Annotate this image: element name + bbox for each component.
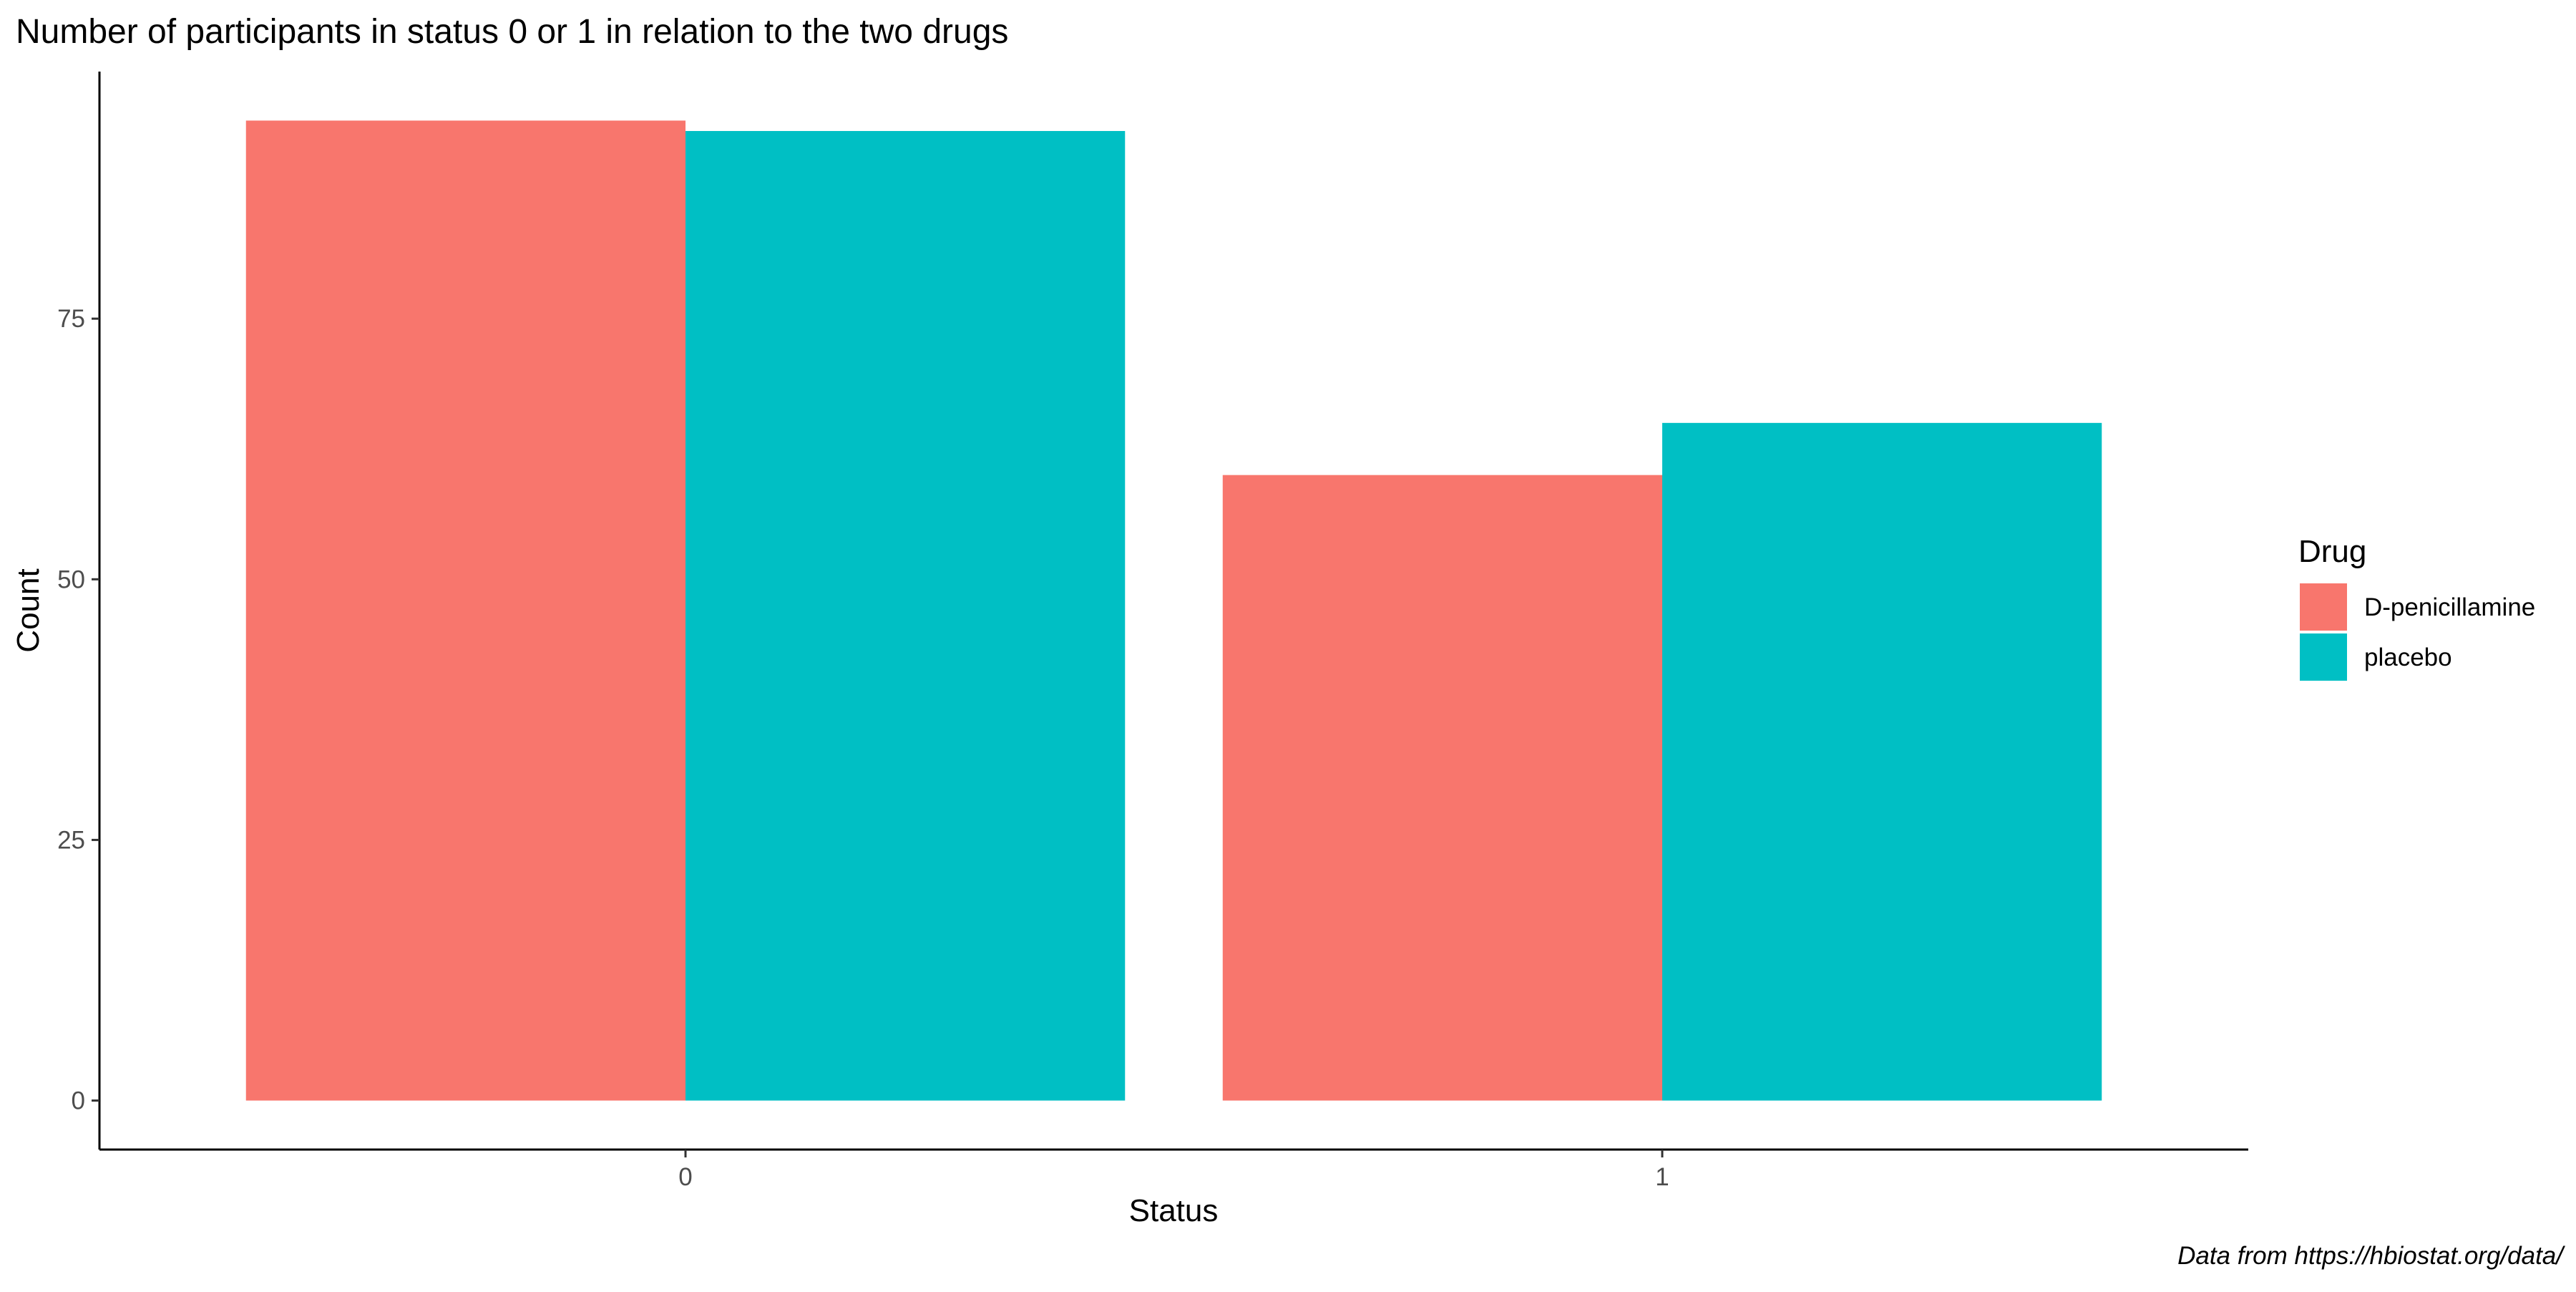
chart-title: Number of participants in status 0 or 1 … (16, 13, 1008, 51)
legend-key-placebo (2300, 633, 2347, 681)
y-tick-label: 75 (57, 305, 85, 333)
x-axis-title: Status (1129, 1193, 1219, 1228)
y-tick-label: 25 (57, 826, 85, 854)
y-ticks-layer: 0 25 50 75 (57, 305, 99, 1115)
bar-placebo-status-0 (686, 131, 1126, 1101)
bar-placebo-status-1 (1662, 422, 2102, 1101)
bar-d-penicillamine-status-0 (245, 120, 686, 1101)
legend-title: Drug (2298, 534, 2366, 569)
y-tick-label: 0 (72, 1087, 85, 1115)
y-tick-label: 50 (57, 565, 85, 593)
legend-items: D-penicillamine placebo (2300, 583, 2535, 681)
x-tick-label: 1 (1655, 1163, 1669, 1191)
legend: Drug D-penicillamine placebo (2298, 534, 2535, 681)
legend-label-d-penicillamine: D-penicillamine (2364, 593, 2535, 621)
legend-key-d-penicillamine (2300, 583, 2347, 631)
legend-label-placebo: placebo (2364, 643, 2452, 671)
y-axis-title: Count (11, 568, 46, 652)
bars-layer (245, 120, 2102, 1101)
chart-caption: Data from https://hbiostat.org/data/ (2177, 1242, 2565, 1270)
x-tick-label: 0 (678, 1163, 692, 1191)
bar-d-penicillamine-status-1 (1222, 475, 1662, 1101)
